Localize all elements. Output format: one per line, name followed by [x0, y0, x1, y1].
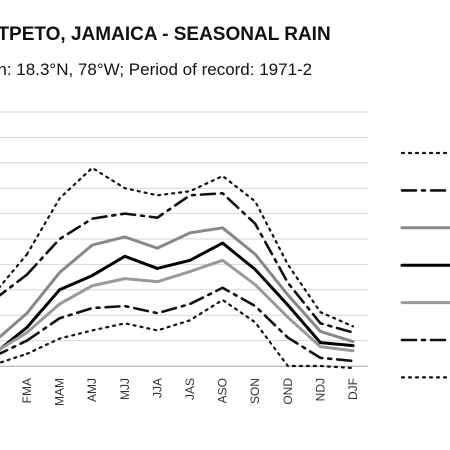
series-line-2 [25, 191, 355, 334]
x-tick-label: OND [281, 378, 295, 405]
x-tick-label: JAS [183, 378, 197, 400]
x-tick-label: NDJ [313, 378, 327, 401]
x-tick-label: ASO [216, 378, 230, 403]
series-line-4 [25, 241, 355, 348]
series-line-3-edge [0, 311, 29, 339]
x-tick-label: MJJ [118, 378, 132, 400]
series-line-3 [25, 226, 355, 344]
series-line-2-edge [0, 273, 29, 297]
series-line-7-edge [0, 352, 29, 364]
series-line-6-edge [0, 339, 29, 356]
chart-subtitle: ation: 18.3°N, 78°W; Period of record: 1… [0, 60, 313, 79]
series-line-7 [25, 298, 355, 370]
series-line-6 [25, 286, 355, 363]
x-tick-label: SON [248, 378, 262, 404]
series-line-4-edge [0, 325, 29, 352]
x-tick-label: FMA [20, 378, 34, 403]
x-tick-label: JJA [150, 378, 164, 398]
x-tick-label: DJF [346, 378, 360, 400]
series-line-5 [25, 258, 355, 353]
x-tick-label: MAM [53, 378, 67, 406]
x-tick-label: AMJ [85, 378, 99, 402]
series-line-5-edge [0, 330, 29, 351]
series-line-1-edge [0, 253, 29, 289]
chart-title: UNTPETO, JAMAICA - SEASONAL RAIN [0, 24, 331, 45]
